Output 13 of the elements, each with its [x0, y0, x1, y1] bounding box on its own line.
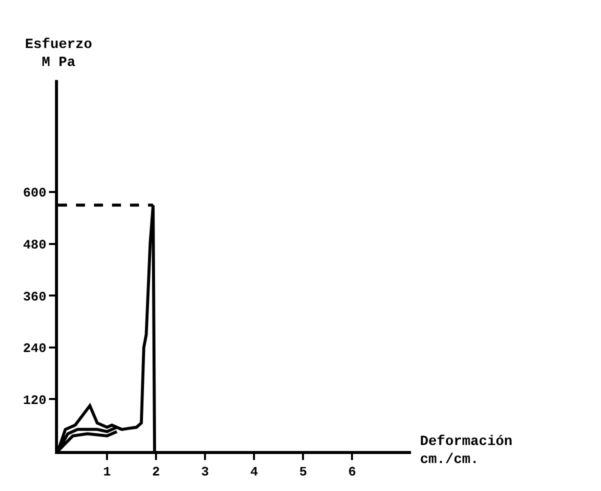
x-tick-label: 3 — [201, 464, 210, 480]
x-tick-label: 5 — [299, 464, 308, 480]
x-tick-label: 2 — [152, 464, 160, 480]
x-tick-label: 1 — [103, 464, 112, 480]
y-tick-label: 600 — [22, 186, 47, 201]
y-axis-title: Esfuerzo M Pa — [25, 37, 92, 72]
x-axis-title: Deformación cm./cm. — [420, 434, 512, 468]
x-tick-label: 4 — [250, 464, 258, 480]
x-tick-label: 6 — [348, 464, 356, 480]
y-tick-label: 240 — [22, 341, 47, 356]
y-tick-label: 360 — [22, 289, 47, 304]
y-tick-label: 480 — [22, 237, 47, 252]
y-tick-label: 120 — [22, 392, 47, 408]
